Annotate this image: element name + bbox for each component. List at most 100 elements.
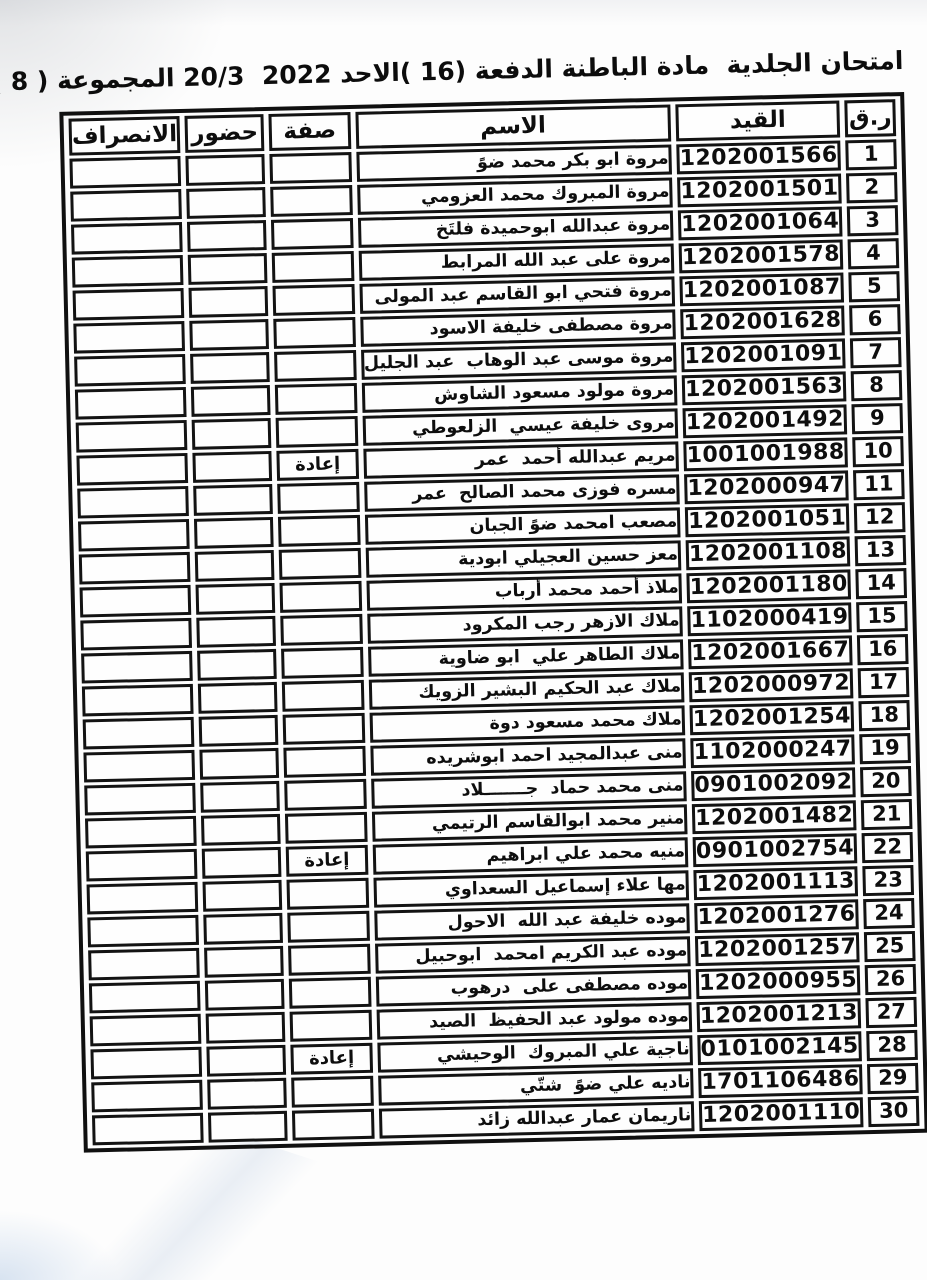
cell-status — [274, 349, 357, 382]
exam-title: امتحان الجلدية مادة الباطنة الدفعة (16 )… — [0, 45, 904, 97]
cell-status — [280, 613, 363, 646]
cell-registration-id: 0901002092 — [691, 766, 856, 801]
cell-student-name: ناجية علي المبروك الوحيشي — [376, 1034, 694, 1073]
cell-status — [285, 811, 368, 844]
cell-departure — [76, 452, 189, 486]
table-body: 1 1202001566 مروة ابو بكر محمد ضوً 2 120… — [69, 138, 920, 1145]
cell-student-name: ملاك الازهر رجب المكرود — [366, 605, 683, 644]
cell-student-name: مها علاء إسماعيل السعداوي — [372, 869, 690, 908]
cell-departure — [88, 947, 201, 980]
cell-registration-id: 1102000419 — [687, 601, 852, 636]
attendance-sheet: امتحان الجلدية مادة الباطنة الدفعة (16 )… — [0, 40, 927, 1153]
cell-attendance — [194, 549, 275, 582]
cell-student-name: منير محمد ابوالقاسم الرتيمي — [371, 803, 688, 842]
cell-status — [273, 316, 356, 349]
cell-status: إعادة — [290, 1042, 373, 1075]
cell-attendance — [191, 384, 271, 417]
cell-registration-id: 1202001108 — [685, 535, 851, 570]
cell-departure — [77, 518, 190, 552]
column-header-status: صفة — [268, 111, 351, 151]
cell-registration-id: 1202001113 — [693, 865, 859, 900]
cell-serial-number: 5 — [848, 270, 901, 302]
cell-departure — [81, 683, 194, 717]
cell-attendance — [208, 1110, 288, 1143]
cell-student-name: ناريمان عمار عبدالله زائد — [378, 1100, 695, 1139]
cell-status — [270, 184, 353, 217]
cell-serial-number: 21 — [860, 798, 913, 830]
cell-attendance — [201, 813, 281, 846]
cell-departure — [80, 617, 193, 651]
cell-departure — [86, 881, 199, 914]
cell-serial-number: 14 — [855, 567, 908, 599]
cell-status — [277, 481, 360, 514]
cell-student-name: مروة ابو بكر محمد ضوً — [355, 143, 673, 182]
cell-attendance — [203, 912, 284, 945]
cell-student-name: منيه محمد علي ابراهيم — [372, 836, 689, 875]
cell-status — [271, 250, 354, 283]
cell-serial-number: 6 — [849, 303, 901, 335]
cell-attendance — [205, 978, 285, 1011]
cell-student-name: ملاك الطاهر علي ابو ضاوية — [367, 638, 684, 677]
cell-serial-number: 7 — [850, 336, 902, 368]
cell-registration-id: 1102000247 — [690, 733, 856, 768]
cell-status — [272, 283, 355, 316]
cell-serial-number: 16 — [857, 633, 909, 665]
cell-serial-number: 3 — [846, 204, 899, 236]
cell-student-name: منى محمد حماد جـــــــلاد — [370, 770, 687, 809]
cell-departure — [69, 155, 182, 189]
column-header-departure: الانصراف — [68, 115, 181, 156]
cell-attendance — [189, 318, 270, 351]
cell-departure — [75, 419, 188, 453]
cell-serial-number: 9 — [851, 402, 904, 434]
cell-departure — [71, 254, 184, 288]
cell-registration-id: 1202001180 — [686, 568, 852, 603]
cell-status — [278, 514, 361, 547]
cell-serial-number: 20 — [860, 765, 912, 797]
cell-registration-id: 1202000947 — [684, 469, 849, 504]
cell-serial-number: 10 — [852, 435, 904, 467]
cell-student-name: موده مولود عبد الحفيظ الصيد — [376, 1001, 693, 1040]
cell-departure — [85, 848, 198, 881]
cell-registration-id: 1202001064 — [677, 205, 843, 240]
cell-status — [275, 415, 358, 448]
cell-student-name: موده عبد الكريم امحمد ابوحبيل — [374, 935, 691, 974]
cell-departure — [72, 287, 185, 321]
cell-serial-number: 2 — [846, 171, 898, 203]
cell-attendance — [201, 846, 282, 879]
cell-departure — [87, 914, 200, 947]
cell-registration-id: 1202001087 — [679, 271, 845, 306]
cell-registration-id: 0101002145 — [697, 1030, 863, 1065]
cell-attendance — [204, 945, 285, 978]
cell-attendance — [194, 516, 274, 549]
cell-student-name: مروة مصطفى خليفة الاسود — [359, 308, 676, 347]
cell-attendance — [198, 714, 279, 747]
cell-departure — [91, 1079, 204, 1112]
cell-registration-id: 1202001482 — [691, 799, 857, 834]
cell-student-name: مروة موسى عبد الوهاب عبد الجليل — [360, 341, 677, 380]
cell-departure — [78, 551, 191, 585]
cell-student-name: مصعب امحمد ضوً الجبان — [364, 506, 681, 545]
column-header-serial: ر.ق — [844, 98, 897, 137]
cell-status — [287, 910, 370, 943]
cell-serial-number: 28 — [866, 1029, 918, 1061]
scan-shadow-bottomleft — [0, 1210, 120, 1280]
cell-attendance — [192, 450, 273, 483]
cell-attendance — [185, 153, 266, 186]
column-header-name: الاسم — [354, 103, 672, 149]
cell-attendance — [202, 879, 283, 912]
cell-serial-number: 19 — [859, 732, 911, 764]
cell-status — [279, 580, 362, 613]
cell-registration-id: 1202001213 — [696, 997, 862, 1032]
cell-status — [281, 646, 364, 679]
cell-departure — [88, 980, 201, 1013]
cell-status — [292, 1108, 375, 1141]
cell-attendance — [191, 417, 272, 450]
cell-departure — [74, 353, 187, 387]
cell-attendance — [199, 747, 280, 780]
cell-departure — [90, 1046, 203, 1079]
cell-attendance — [196, 615, 277, 648]
cell-registration-id: 1701106486 — [698, 1063, 863, 1098]
cell-departure — [89, 1013, 202, 1046]
cell-registration-id: 1202001492 — [682, 403, 848, 438]
cell-student-name: مروى خليفة عيسي الزلعوطي — [362, 407, 679, 446]
